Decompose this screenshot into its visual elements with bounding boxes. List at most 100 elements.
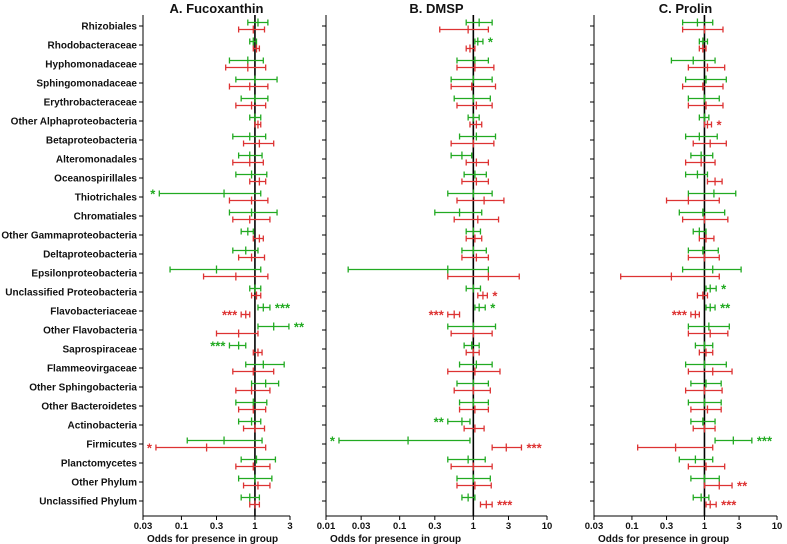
green-ci-marker	[465, 18, 493, 27]
green-ci-marker	[158, 189, 262, 198]
category-label: Unclassified Proteobacteria	[5, 288, 137, 299]
green-ci-marker	[698, 113, 710, 122]
red-ci-marker	[447, 367, 501, 376]
x-tick-label: 0.1	[175, 521, 189, 532]
red-ci-marker	[703, 120, 713, 129]
x-axis-label: Odds for presence in group	[598, 534, 729, 544]
x-tick-label: 0.03	[134, 521, 153, 532]
red-ci-marker	[254, 120, 262, 129]
red-ci-marker	[237, 25, 266, 34]
x-tick-label: 10	[772, 521, 783, 532]
red-ci-marker	[202, 272, 269, 281]
red-ci-marker	[453, 215, 500, 224]
category-label: Other Sphingobacteria	[29, 383, 137, 394]
green-ci-marker	[232, 246, 259, 255]
green-ci-marker	[461, 493, 476, 502]
green-ci-marker	[458, 398, 490, 407]
green-ci-marker	[257, 303, 271, 312]
category-label: Chromatiales	[74, 212, 138, 223]
red-ci-marker	[703, 481, 733, 490]
x-tick-label: 0.01	[317, 521, 336, 532]
green-significance-stars: **	[720, 301, 731, 316]
green-ci-marker	[347, 265, 490, 274]
red-significance-stars: ***	[721, 498, 737, 513]
category-label: Flammeovirgaceae	[47, 364, 137, 375]
category-label: Betaproteobacteria	[46, 136, 138, 147]
green-ci-marker	[169, 265, 262, 274]
green-ci-marker	[235, 170, 268, 179]
green-ci-marker	[447, 322, 497, 331]
green-ci-marker	[690, 417, 716, 426]
green-significance-stars: ***	[275, 301, 291, 316]
red-ci-marker	[687, 253, 720, 262]
red-ci-marker	[249, 177, 267, 186]
red-ci-marker	[439, 25, 490, 34]
category-label: Saprospiraceae	[63, 345, 138, 356]
red-ci-marker	[690, 405, 722, 414]
green-ci-marker	[690, 474, 720, 483]
green-ci-marker	[450, 75, 493, 84]
green-ci-marker	[235, 398, 268, 407]
green-ci-marker	[250, 379, 280, 388]
red-ci-marker	[687, 63, 726, 72]
green-ci-marker	[684, 360, 727, 369]
x-axis-label: Odds for presence in group	[147, 534, 278, 544]
green-ci-marker	[684, 132, 718, 141]
green-significance-stars: ***	[210, 339, 226, 354]
red-ci-marker	[215, 329, 259, 338]
panel-dmsp: B. DMSP 0.01 0.03 0.1 0.3 1 3 10 Odds for presen…	[317, 1, 553, 544]
green-ci-marker	[458, 132, 497, 141]
category-labels: Rhizobiales Rhodobacteraceae Hyphomonadace…	[1, 22, 137, 508]
x-tick-label: 10	[542, 521, 553, 532]
red-ci-marker	[687, 367, 733, 376]
green-ci-marker	[453, 94, 491, 103]
green-ci-marker	[228, 56, 264, 65]
red-ci-marker	[687, 101, 724, 110]
red-ci-marker	[453, 386, 491, 395]
green-ci-marker	[684, 170, 709, 179]
green-ci-marker	[228, 208, 278, 217]
red-ci-marker	[232, 215, 271, 224]
red-ci-marker	[681, 25, 724, 34]
red-ci-marker	[232, 158, 264, 167]
panel-title: A. Fucoxanthin	[170, 1, 264, 16]
red-ci-marker	[235, 386, 271, 395]
green-ci-marker	[458, 360, 493, 369]
red-ci-marker	[450, 462, 493, 471]
green-ci-marker	[240, 227, 254, 236]
green-ci-marker	[249, 37, 258, 46]
green-ci-marker	[467, 113, 480, 122]
green-ci-marker	[687, 189, 737, 198]
green-significance-stars: *	[488, 35, 494, 50]
green-significance-stars: **	[434, 415, 445, 430]
green-ci-marker	[245, 360, 285, 369]
red-ci-marker	[225, 63, 267, 72]
category-label: Other Flavobacteria	[43, 326, 137, 337]
x-tick-label: 1	[702, 521, 708, 532]
red-significance-stars: ***	[526, 441, 542, 456]
green-ci-marker	[687, 246, 719, 255]
category-label: Other Phylum	[71, 478, 137, 489]
category-label: Sphingomonadaceae	[36, 79, 137, 90]
red-ci-marker	[687, 462, 726, 471]
red-ci-marker	[242, 481, 271, 490]
category-label: Firmicutes	[86, 440, 137, 451]
red-ci-marker	[465, 158, 490, 167]
red-ci-marker	[479, 500, 493, 509]
red-ci-marker	[456, 63, 495, 72]
red-ci-marker	[155, 443, 267, 452]
red-significance-stars: ***	[222, 308, 238, 323]
green-ci-marker	[463, 170, 487, 179]
category-label: Thiotrichales	[75, 193, 138, 204]
green-ci-marker	[249, 284, 262, 293]
green-ci-marker	[237, 474, 273, 483]
red-ci-marker	[228, 196, 269, 205]
green-significance-stars: *	[150, 187, 156, 202]
green-ci-marker	[461, 246, 487, 255]
red-ci-marker	[681, 215, 729, 224]
green-significance-stars: **	[294, 320, 305, 335]
x-tick-label: 0.03	[352, 521, 371, 532]
x-tick-label: 0.1	[393, 521, 407, 532]
green-ci-marker	[240, 455, 277, 464]
